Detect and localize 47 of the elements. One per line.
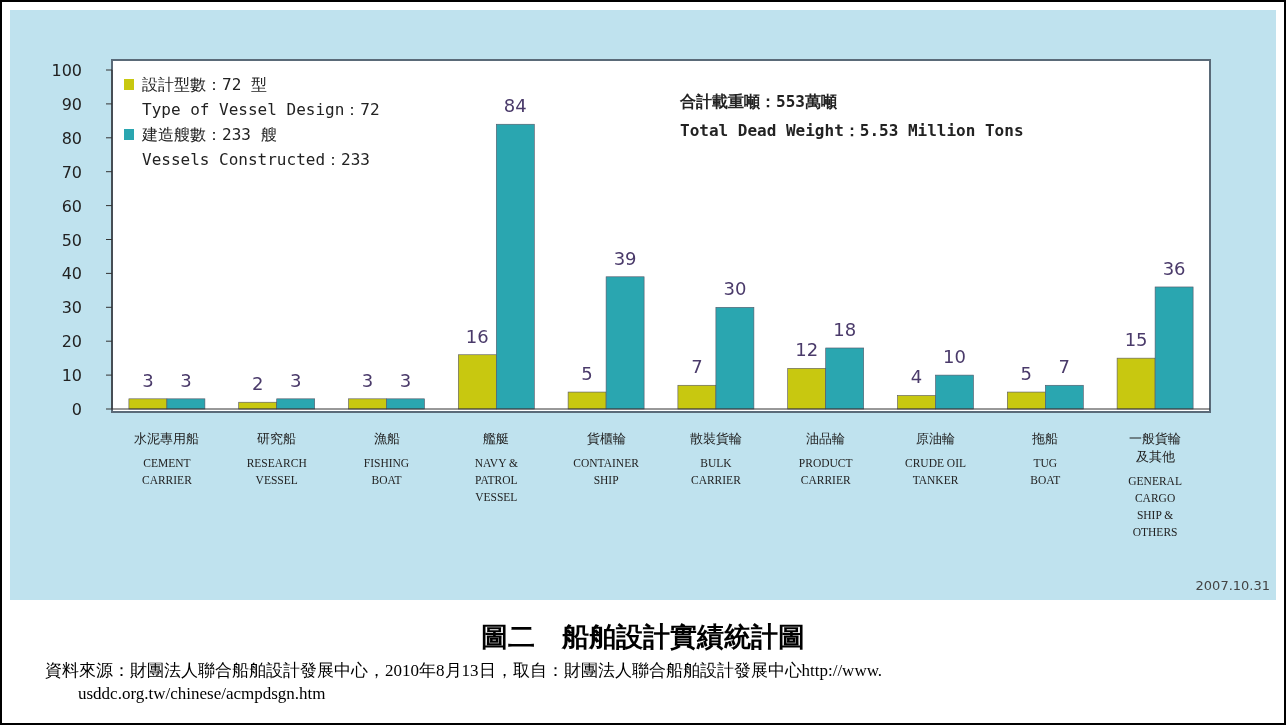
x-tick-label: 拖船 TUG BOAT — [1030, 431, 1061, 486]
y-tick-label: 40 — [61, 264, 82, 284]
y-tick-label: 100 — [51, 61, 82, 80]
text: 圖二 船舶設計實績統計圖 — [481, 622, 805, 652]
legend-label: 設計型數：72 型 Type of Vessel Design：72 — [142, 75, 380, 119]
data-label: 2 — [251, 373, 264, 395]
data-label: 5 — [581, 363, 593, 385]
y-tick-label: 60 — [61, 196, 82, 216]
data-label: 7 — [1058, 356, 1071, 378]
y-tick-label: 90 — [61, 94, 82, 114]
data-label: 39 — [613, 247, 637, 269]
y-tick-label: 10 — [61, 366, 82, 386]
x-tick-label: 一般貨輪及其他 GENERAL CARGO SHIP & OTHERS — [1128, 431, 1182, 538]
data-label: 16 — [465, 325, 489, 347]
data-label: 7 — [691, 356, 703, 378]
data-label: 3 — [361, 369, 374, 391]
x-tick-label: 艦艇 NAVY & PATROL VESSEL — [474, 431, 518, 503]
x-tick-label: 散裝貨輪 BULK CARRIER — [689, 431, 742, 486]
data-label: 5 — [1020, 363, 1033, 385]
data-label: 3 — [180, 369, 192, 391]
data-label: 10 — [943, 346, 966, 368]
y-tick-label: 0 — [71, 400, 82, 419]
x-tick-label: 漁船 FISHING BOAT — [363, 431, 410, 486]
annotation: 合計載重噸：553萬噸 Total Dead Weight：5.53 Million Tons — [679, 92, 1024, 140]
data-label: 3 — [289, 369, 302, 391]
legend-label: 建造艘數：233 艘 Vessels Constructed：233 — [141, 125, 370, 169]
x-tick-label: 油品輪 PRODUCT CARRIER — [798, 431, 853, 486]
x-tick-label: 貨櫃輪 CONTAINER SHIP — [573, 431, 640, 486]
y-tick-label: 20 — [61, 332, 82, 352]
x-tick-label: 原油輪 CRUDE OIL TANKER — [904, 431, 967, 486]
data-label: 3 — [399, 369, 412, 391]
data-label: 36 — [1162, 257, 1186, 279]
data-label: 18 — [833, 318, 857, 340]
source-note: 資料來源：財團法人聯合船舶設計發展中心，2010年8月13日，取自：財團法人聯合船舶設計發展中心http://www. usddc.org.tw/chinese/acmpdsgn.htm — [45, 661, 883, 703]
y-tick-label: 80 — [61, 128, 82, 148]
data-label: 15 — [1124, 329, 1148, 351]
x-tick-label: 水泥專用船 CEMENT CARRIER — [134, 431, 200, 486]
x-tick-label: 研究船 RESEARCH VESSEL — [246, 431, 307, 486]
text: 2007.10.31 — [1195, 578, 1270, 593]
y-tick-label: 30 — [61, 298, 82, 318]
data-label: 3 — [142, 369, 154, 391]
y-tick-label: 50 — [61, 230, 82, 250]
data-label: 84 — [503, 95, 527, 117]
data-label: 30 — [723, 278, 747, 300]
y-tick-label: 70 — [61, 162, 82, 182]
data-label: 12 — [795, 339, 819, 361]
data-label: 4 — [910, 366, 923, 388]
